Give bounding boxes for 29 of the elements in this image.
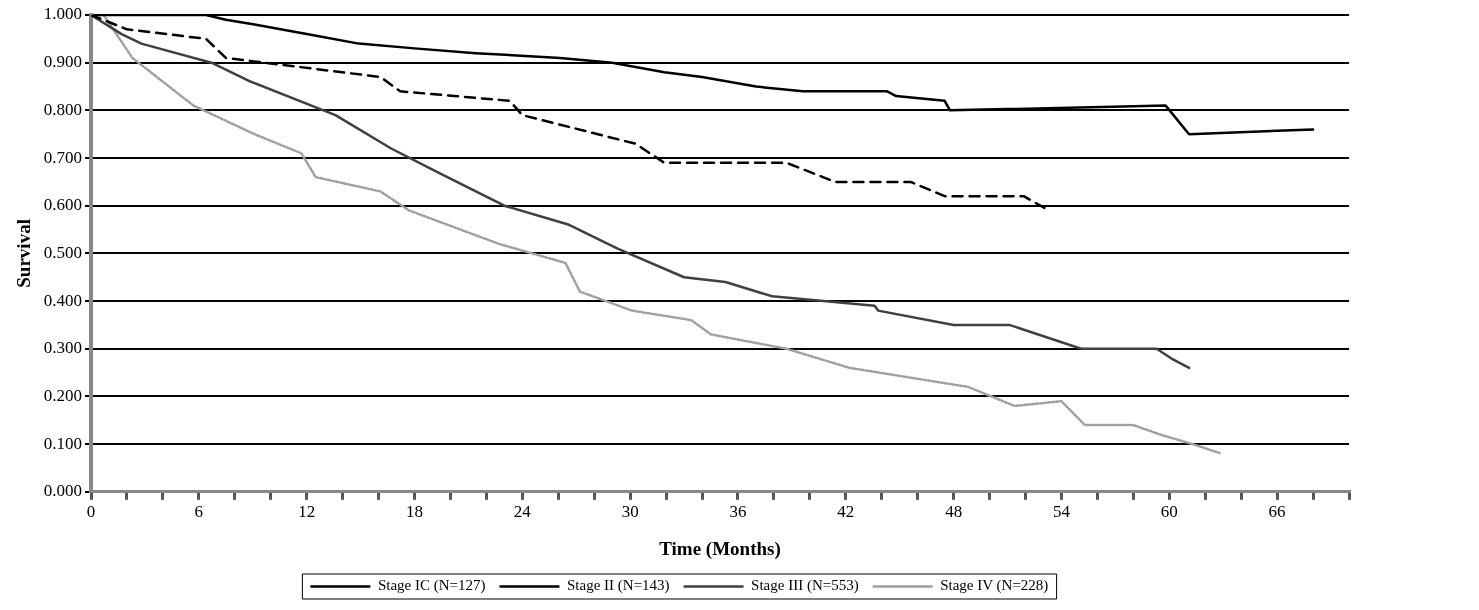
x-tick-label: 66 (1268, 502, 1286, 522)
y-tick-label: 0.600 (43, 195, 83, 215)
legend-label: Stage IC (N=127) (377, 577, 486, 595)
y-tick-label: 1.000 (43, 4, 83, 24)
y-tick-label: 0.400 (43, 290, 83, 310)
x-tick-label: 42 (837, 502, 855, 522)
y-tick-label: 0.700 (43, 147, 83, 167)
y-tick-label: 0.000 (43, 481, 83, 501)
legend-label: Stage IV (N=228) (940, 577, 1049, 595)
x-tick-label: 24 (513, 502, 532, 522)
y-tick-label: 0.200 (43, 385, 83, 405)
x-tick-label: 30 (621, 502, 639, 522)
x-tick-label: 12 (298, 502, 316, 522)
y-axis-title: Survival (13, 219, 35, 288)
legend-label: Stage II (N=143) (566, 577, 670, 595)
x-axis-title: Time (Months) (659, 537, 781, 560)
x-tick-label: 18 (406, 502, 424, 522)
legend-label: Stage III (N=553) (751, 577, 859, 595)
x-tick-label: 0 (86, 502, 96, 522)
x-tick-label: 60 (1160, 502, 1178, 522)
x-tick-label: 48 (945, 502, 963, 522)
y-tick-label: 0.800 (43, 99, 83, 119)
x-tick-label: 6 (194, 502, 204, 522)
y-tick-label: 0.500 (43, 242, 83, 262)
y-tick-label: 0.100 (43, 433, 83, 453)
y-tick-label: 0.900 (43, 52, 83, 72)
y-tick-label: 0.300 (43, 338, 83, 358)
x-tick-label: 54 (1052, 502, 1071, 522)
x-tick-label: 36 (729, 502, 747, 522)
